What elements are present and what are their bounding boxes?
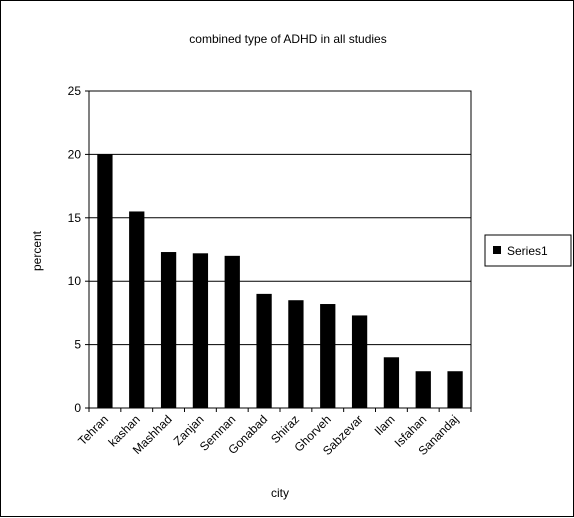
axes xyxy=(85,90,472,412)
y-tick-label: 20 xyxy=(68,147,82,161)
x-tick-labels: TehrankashanMashhadZanjanSemnanGonabadSh… xyxy=(75,412,461,458)
bar xyxy=(97,154,113,408)
bar xyxy=(383,357,400,408)
chart-title: combined type of ADHD in all studies xyxy=(189,32,386,46)
bar xyxy=(415,371,431,408)
y-tick-label: 0 xyxy=(74,401,81,415)
y-axis-title: percent xyxy=(30,230,44,271)
plot-area xyxy=(88,90,472,409)
x-tick-label: Ilam xyxy=(372,412,398,438)
bar xyxy=(256,293,272,408)
bar xyxy=(288,300,304,408)
y-tick-label: 5 xyxy=(74,338,81,352)
x-axis-title: city xyxy=(271,486,289,500)
legend-label: Series1 xyxy=(507,244,548,258)
gridlines xyxy=(89,90,471,346)
y-tick-label: 25 xyxy=(68,84,82,98)
bar xyxy=(192,253,209,408)
legend: Series1 xyxy=(484,234,572,267)
bar xyxy=(224,255,240,408)
legend-swatch xyxy=(493,246,501,254)
bar xyxy=(129,211,145,408)
y-tick-label: 10 xyxy=(68,274,82,288)
x-tick-label: Tehran xyxy=(75,412,111,448)
bars xyxy=(97,154,463,408)
bar xyxy=(160,252,177,408)
y-tick-labels: 0 5 10 15 20 25 xyxy=(68,84,82,415)
bar xyxy=(320,304,336,408)
bar xyxy=(351,315,368,408)
y-tick-label: 15 xyxy=(68,211,82,225)
bar xyxy=(447,371,463,408)
